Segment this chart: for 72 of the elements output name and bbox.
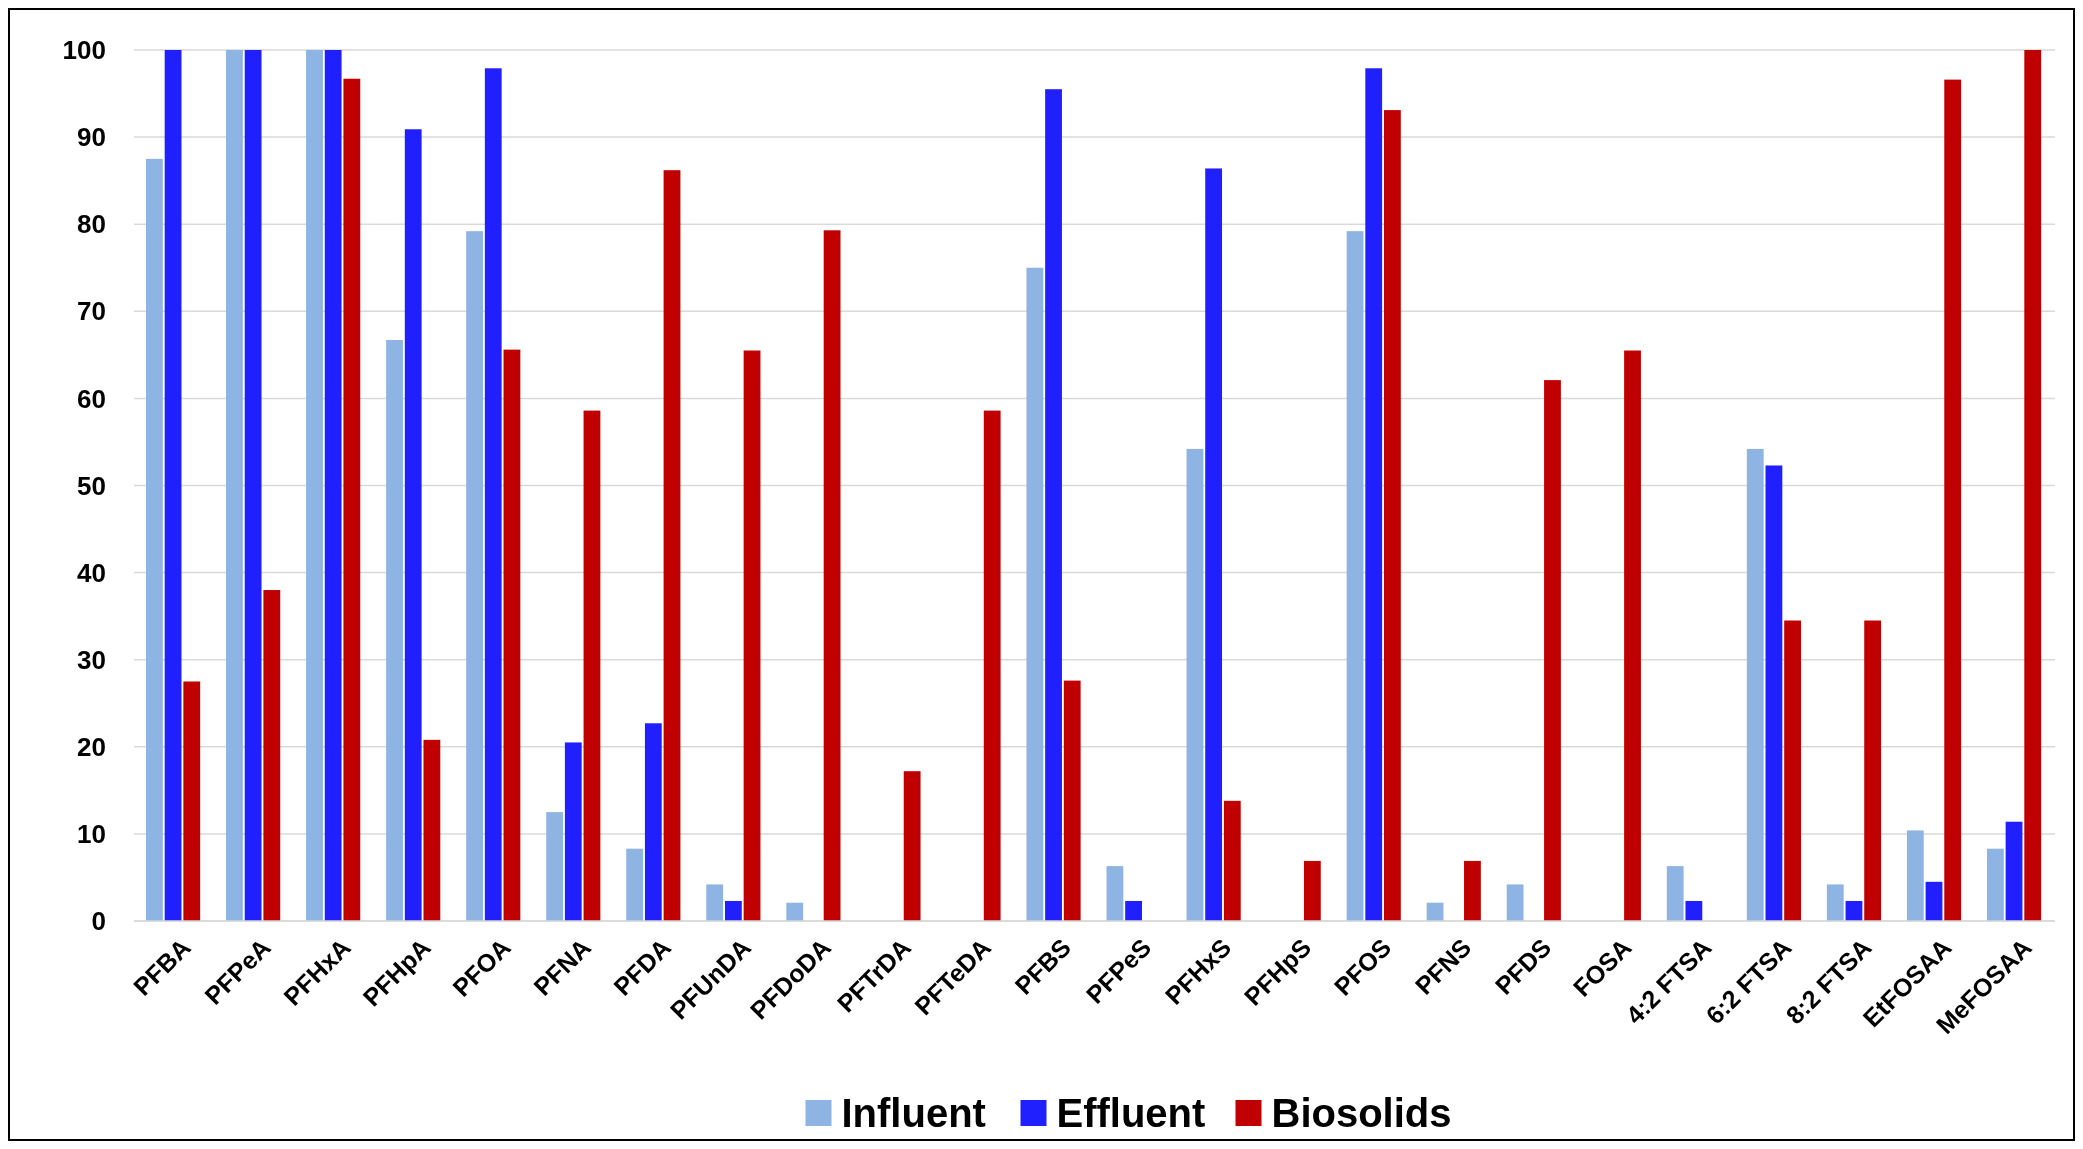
bar (1303, 860, 1321, 921)
bar (583, 410, 601, 921)
bar (823, 230, 841, 921)
y-tick-label: 60 (77, 383, 106, 414)
bar (1925, 881, 1943, 921)
bar (503, 349, 521, 921)
y-tick-label: 0 (91, 906, 106, 937)
bar (724, 900, 742, 921)
legend-label: Effluent (1056, 1091, 1206, 1135)
y-tick-label: 30 (77, 644, 106, 675)
bar (1026, 267, 1044, 921)
bar (1906, 830, 1924, 921)
bar (1685, 900, 1703, 921)
bar (343, 78, 361, 921)
bar (1864, 620, 1882, 921)
bar (404, 129, 422, 921)
bar (644, 723, 662, 921)
bar (903, 771, 921, 921)
bar (983, 410, 1001, 921)
bar (564, 742, 582, 921)
bar (1746, 448, 1764, 921)
bar (244, 50, 262, 921)
bar (386, 340, 403, 921)
bar (1205, 168, 1223, 921)
legend-label: Biosolids (1271, 1091, 1452, 1135)
bar (1125, 900, 1142, 921)
bar (786, 902, 804, 921)
bar (226, 50, 243, 921)
y-tick-label: 20 (77, 731, 106, 762)
bar (1506, 884, 1524, 921)
bar (164, 50, 182, 921)
bar (1826, 884, 1844, 921)
y-tick-label: 10 (77, 819, 106, 849)
bar (1186, 448, 1204, 921)
bar (1666, 866, 1684, 921)
y-tick-label: 50 (77, 470, 106, 501)
bar (1223, 800, 1241, 921)
bar (1365, 68, 1383, 921)
bar (1765, 465, 1783, 921)
bar (1544, 380, 1561, 921)
bar (1383, 110, 1401, 921)
bar (183, 681, 201, 921)
bar (484, 68, 502, 921)
bar (1045, 89, 1062, 921)
bar (1624, 350, 1641, 921)
bar (1784, 620, 1801, 921)
bar (1106, 866, 1124, 921)
y-tick-label: 100 (62, 35, 106, 66)
bar (1464, 860, 1481, 921)
bar (2024, 50, 2042, 921)
bar (626, 848, 644, 921)
bar (1944, 79, 1962, 921)
bar (1346, 231, 1364, 921)
bar (743, 350, 761, 921)
bar (423, 739, 441, 921)
y-tick-label: 40 (77, 557, 106, 588)
bar (2005, 821, 2023, 921)
bar (263, 590, 281, 921)
bar (1845, 900, 1863, 921)
bar (546, 812, 564, 921)
bar (324, 50, 342, 921)
legend-label: Influent (841, 1091, 986, 1135)
y-tick-label: 70 (77, 296, 106, 327)
bar (1986, 848, 2004, 921)
y-tick-label: 90 (77, 122, 106, 153)
bar (466, 231, 483, 921)
bar (1063, 680, 1081, 921)
y-tick-label: 80 (77, 209, 106, 240)
bar (706, 884, 724, 921)
bar (146, 158, 163, 921)
bar (306, 50, 323, 921)
bar (663, 170, 681, 921)
